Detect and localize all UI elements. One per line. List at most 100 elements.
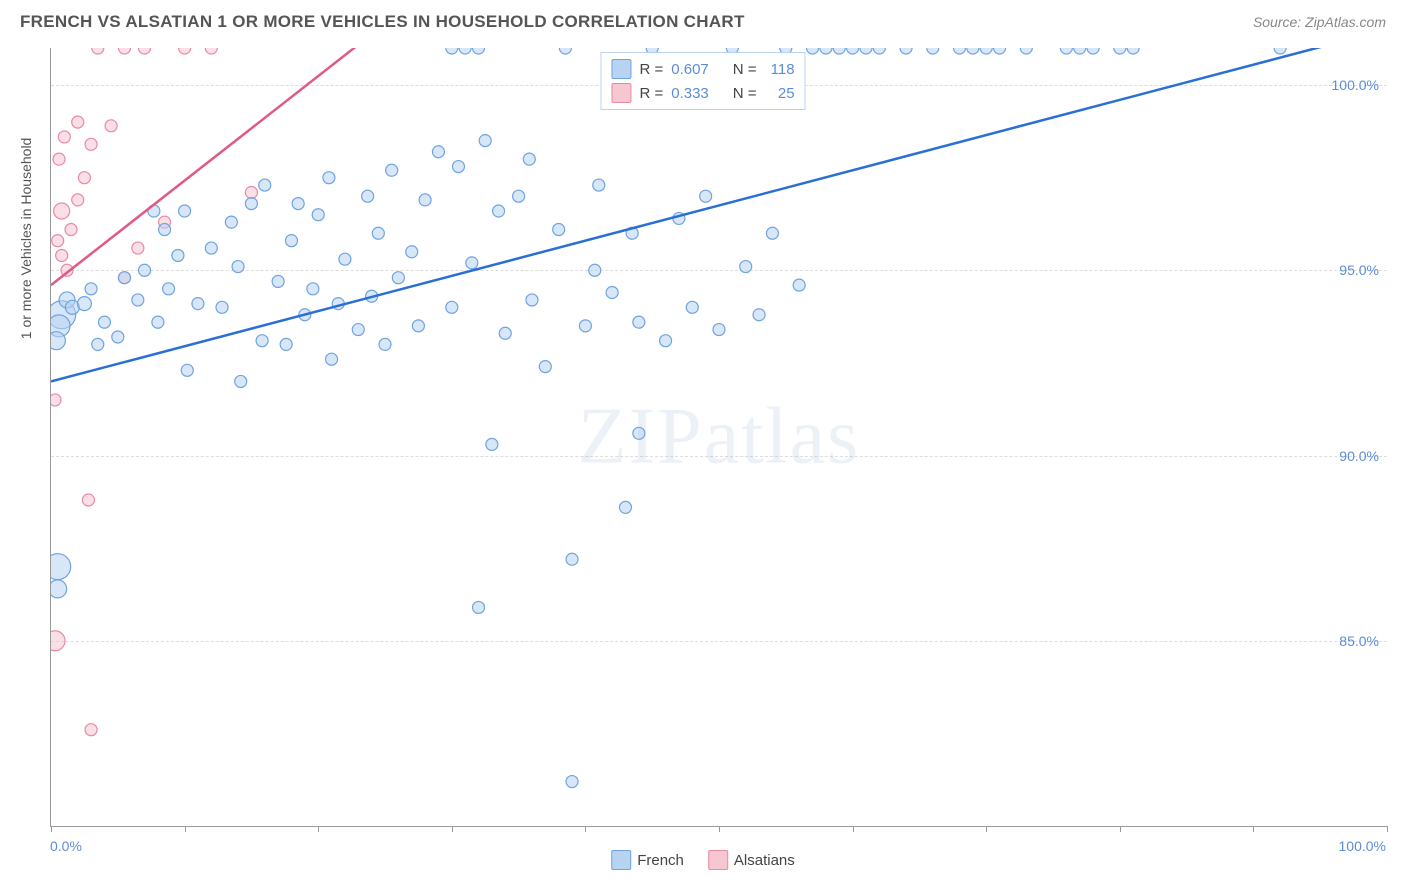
y-axis-title: 1 or more Vehicles in Household xyxy=(18,138,34,340)
data-point xyxy=(419,194,431,206)
chart-svg xyxy=(51,48,1387,826)
x-tick xyxy=(1253,826,1254,832)
data-point xyxy=(105,120,117,132)
legend-label: French xyxy=(637,852,684,869)
data-point xyxy=(833,48,845,54)
data-point xyxy=(766,227,778,239)
data-point xyxy=(285,235,297,247)
data-point xyxy=(539,361,551,373)
legend-label: Alsatians xyxy=(734,852,795,869)
legend-row: R =0.607N =118 xyxy=(611,57,794,81)
plot-area: ZIPatlas 85.0%90.0%95.0%100.0% xyxy=(50,48,1387,827)
data-point xyxy=(1060,48,1072,54)
legend-item: Alsatians xyxy=(708,850,795,870)
data-point xyxy=(72,116,84,128)
data-point xyxy=(118,48,130,54)
data-point xyxy=(446,301,458,313)
data-point xyxy=(1020,48,1032,54)
data-point xyxy=(392,272,404,284)
legend-swatch xyxy=(611,83,631,103)
data-point xyxy=(112,331,124,343)
data-point xyxy=(466,257,478,269)
data-point xyxy=(339,253,351,265)
data-point xyxy=(326,353,338,365)
x-tick xyxy=(719,826,720,832)
n-label: N = xyxy=(733,85,757,102)
chart-title: FRENCH VS ALSATIAN 1 OR MORE VEHICLES IN… xyxy=(20,12,745,32)
data-point xyxy=(446,48,458,54)
x-tick xyxy=(452,826,453,832)
data-point xyxy=(379,338,391,350)
data-point xyxy=(589,264,601,276)
data-point xyxy=(205,242,217,254)
data-point xyxy=(513,190,525,202)
data-point xyxy=(51,580,67,598)
data-point xyxy=(78,172,90,184)
data-point xyxy=(479,135,491,147)
data-point xyxy=(139,48,151,54)
legend-swatch xyxy=(611,850,631,870)
data-point xyxy=(372,227,384,239)
data-point xyxy=(860,48,872,54)
data-point xyxy=(847,48,859,54)
data-point xyxy=(51,631,65,651)
data-point xyxy=(58,131,70,143)
data-point xyxy=(473,601,485,613)
data-point xyxy=(51,332,65,350)
r-label: R = xyxy=(639,85,663,102)
data-point xyxy=(432,146,444,158)
data-point xyxy=(553,224,565,236)
data-point xyxy=(994,48,1006,54)
data-point xyxy=(753,309,765,321)
legend-row: R =0.333N =25 xyxy=(611,81,794,105)
data-point xyxy=(280,338,292,350)
n-value: 118 xyxy=(765,61,795,78)
x-tick xyxy=(585,826,586,832)
data-point xyxy=(292,198,304,210)
data-point xyxy=(900,48,912,54)
data-point xyxy=(980,48,992,54)
data-point xyxy=(473,48,485,54)
data-point xyxy=(713,324,725,336)
data-point xyxy=(235,375,247,387)
data-point xyxy=(523,153,535,165)
legend-correlation: R =0.607N =118R =0.333N =25 xyxy=(600,52,805,110)
data-point xyxy=(352,324,364,336)
data-point xyxy=(65,224,77,236)
data-point xyxy=(192,298,204,310)
data-point xyxy=(85,138,97,150)
data-point xyxy=(232,261,244,273)
data-point xyxy=(967,48,979,54)
data-point xyxy=(98,316,110,328)
data-point xyxy=(452,161,464,173)
data-point xyxy=(245,186,257,198)
legend-swatch xyxy=(708,850,728,870)
legend-item: French xyxy=(611,850,684,870)
data-point xyxy=(139,264,151,276)
data-point xyxy=(406,246,418,258)
data-point xyxy=(459,48,471,54)
data-point xyxy=(579,320,591,332)
data-point xyxy=(53,153,65,165)
data-point xyxy=(163,283,175,295)
data-point xyxy=(1114,48,1126,54)
data-point xyxy=(1274,48,1286,54)
data-point xyxy=(740,261,752,273)
data-point xyxy=(72,194,84,206)
x-tick xyxy=(853,826,854,832)
data-point xyxy=(56,249,68,261)
data-point xyxy=(52,235,64,247)
data-point xyxy=(619,501,631,513)
data-point xyxy=(566,553,578,565)
r-value: 0.333 xyxy=(671,85,709,102)
x-tick xyxy=(51,826,52,832)
data-point xyxy=(307,283,319,295)
data-point xyxy=(225,216,237,228)
data-point xyxy=(700,190,712,202)
data-point xyxy=(51,554,71,580)
data-point xyxy=(92,48,104,54)
data-point xyxy=(793,279,805,291)
data-point xyxy=(179,205,191,217)
data-point xyxy=(132,242,144,254)
data-point xyxy=(526,294,538,306)
